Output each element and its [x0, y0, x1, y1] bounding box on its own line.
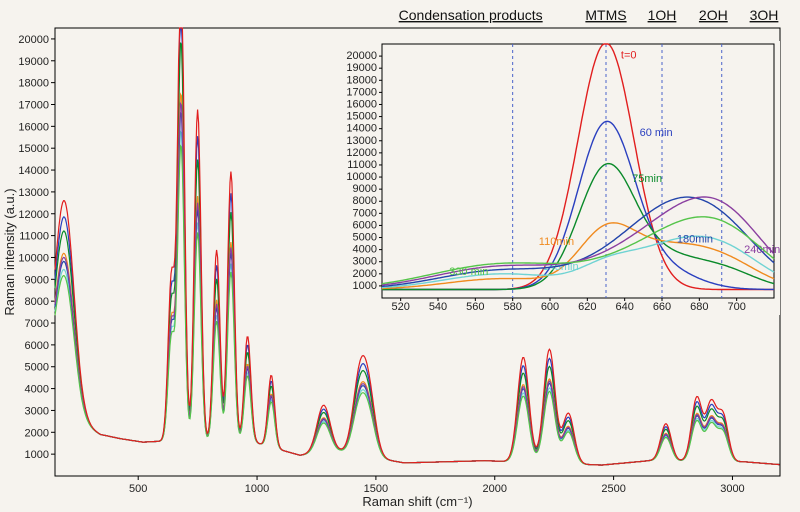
inset-x-tick-label: 560 [466, 301, 484, 313]
x-tick-label: 1000 [245, 483, 269, 495]
inset-label-180: 180min [677, 233, 713, 245]
y-tick-label: 4000 [25, 384, 49, 396]
inset-label-240: 240min [744, 244, 780, 256]
inset-x-tick-label: 680 [690, 301, 708, 313]
y-tick-label: 12000 [18, 209, 49, 221]
inset-y-tick-label: 15000 [346, 111, 377, 123]
y-tick-label: 7000 [25, 318, 49, 330]
inset-label-t0: t=0 [621, 50, 637, 62]
inset-x-tick-label: 660 [653, 301, 671, 313]
y-tick-label: 17000 [18, 99, 49, 111]
inset-y-tick-label: 16000 [346, 98, 377, 110]
inset-y-tick-label: 2000 [353, 268, 377, 280]
inset-y-tick-label: 10000 [346, 171, 377, 183]
inset-x-tick-label: 700 [727, 301, 745, 313]
y-tick-label: 6000 [25, 340, 49, 352]
label-3oh: 3OH [750, 7, 779, 23]
inset-x-tick-label: 540 [429, 301, 447, 313]
label-2oh: 2OH [699, 7, 728, 23]
y-tick-label: 19000 [18, 56, 49, 68]
y-tick-label: 11000 [19, 231, 49, 243]
inset-y-tick-label: 18000 [346, 74, 377, 86]
y-tick-label: 20000 [18, 34, 49, 46]
y-tick-label: 1000 [25, 449, 49, 461]
label-mtms: MTMS [585, 7, 626, 23]
label-condensation: Condensation products [399, 7, 543, 23]
inset-y-tick-label: 11000 [347, 159, 377, 171]
inset-y-tick-label: 3000 [353, 256, 377, 268]
x-axis-label: Raman shift (cm⁻¹) [362, 494, 472, 509]
inset-y-tick-label: 12000 [346, 147, 377, 159]
y-axis-label: Raman intensity (a.u.) [2, 188, 17, 315]
y-tick-label: 3000 [25, 405, 49, 417]
inset-label-60: 60 min [640, 127, 673, 139]
inset-x-tick-label: 520 [391, 301, 409, 313]
label-1oh: 1OH [648, 7, 677, 23]
inset-x-tick-label: 640 [615, 301, 633, 313]
inset-y-tick-label: 19000 [346, 62, 377, 74]
x-tick-label: 2500 [601, 483, 625, 495]
inset-label-75: 75min [632, 173, 662, 185]
y-tick-label: 2000 [25, 427, 49, 439]
inset-label-330: 330 min [449, 266, 488, 278]
inset-y-tick-label: 17000 [346, 86, 377, 98]
inset-y-tick-label: 20000 [346, 50, 377, 62]
inset-y-tick-label: 8000 [353, 195, 377, 207]
inset-y-tick-label: 5000 [353, 232, 377, 244]
inset-y-tick-label: 1000 [353, 280, 377, 292]
inset-y-tick-label: 4000 [353, 244, 377, 256]
y-tick-label: 5000 [25, 362, 49, 374]
y-tick-label: 13000 [18, 187, 49, 199]
inset-y-tick-label: 7000 [353, 207, 377, 219]
inset-y-tick-label: 14000 [346, 123, 377, 135]
y-tick-label: 16000 [18, 121, 49, 133]
y-tick-label: 18000 [18, 78, 49, 90]
y-tick-label: 14000 [18, 165, 49, 177]
inset-x-tick-label: 600 [541, 301, 559, 313]
y-tick-label: 8000 [25, 296, 49, 308]
y-tick-label: 10000 [18, 252, 49, 264]
inset-label-110: 110min [539, 236, 574, 248]
y-tick-label: 15000 [18, 143, 49, 155]
inset-y-tick-label: 9000 [353, 183, 377, 195]
inset-y-tick-label: 13000 [346, 135, 377, 147]
x-tick-label: 3000 [720, 483, 744, 495]
y-tick-label: 9000 [25, 274, 49, 286]
inset-x-tick-label: 620 [578, 301, 596, 313]
inset-frame [382, 44, 774, 298]
x-tick-label: 500 [129, 483, 147, 495]
inset-y-tick-label: 6000 [353, 219, 377, 231]
x-tick-label: 2000 [483, 483, 507, 495]
inset-x-tick-label: 580 [503, 301, 521, 313]
